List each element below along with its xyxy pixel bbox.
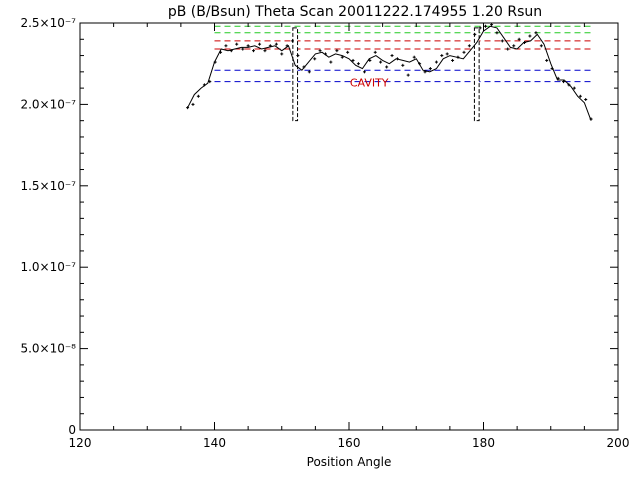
data-point bbox=[362, 70, 366, 74]
data-point bbox=[291, 39, 295, 43]
data-point bbox=[478, 26, 482, 30]
x-tick-label: 160 bbox=[338, 436, 361, 450]
data-point bbox=[340, 55, 344, 59]
data-point bbox=[373, 50, 377, 54]
data-point bbox=[323, 52, 327, 56]
data-point bbox=[268, 44, 272, 48]
data-point bbox=[484, 24, 488, 28]
annotation-0: CAVITY bbox=[350, 76, 389, 89]
y-tick-label: 2.0×10⁻⁷ bbox=[20, 97, 76, 111]
data-point bbox=[495, 31, 499, 35]
x-tick-label: 180 bbox=[472, 436, 495, 450]
data-point bbox=[539, 44, 543, 48]
data-point bbox=[274, 42, 278, 46]
data-point bbox=[401, 63, 405, 67]
data-point bbox=[423, 70, 427, 74]
data-point bbox=[534, 31, 538, 35]
data-point bbox=[545, 58, 549, 62]
x-tick-label: 120 bbox=[69, 436, 92, 450]
data-point bbox=[385, 65, 389, 69]
data-point bbox=[467, 44, 471, 48]
data-point bbox=[572, 86, 576, 90]
data-point bbox=[390, 54, 394, 58]
data-point bbox=[263, 49, 267, 53]
y-tick-label: 2.5×10⁻⁷ bbox=[20, 16, 76, 30]
annotations: CAVITY bbox=[350, 76, 389, 89]
data-point bbox=[346, 50, 350, 54]
data-point bbox=[379, 60, 383, 64]
data-point bbox=[395, 57, 399, 61]
data-point bbox=[235, 42, 239, 46]
data-point bbox=[252, 49, 256, 53]
data-point bbox=[406, 73, 410, 77]
x-axis-label: Position Angle bbox=[307, 455, 392, 469]
data-point bbox=[462, 50, 466, 54]
data-point bbox=[584, 98, 588, 102]
data-point bbox=[241, 47, 245, 51]
data-point bbox=[213, 60, 217, 64]
data-point bbox=[224, 44, 228, 48]
data-point bbox=[589, 117, 593, 121]
data-point bbox=[258, 42, 262, 46]
data-point bbox=[434, 60, 438, 64]
gap-markers bbox=[292, 27, 480, 122]
data-point bbox=[473, 32, 477, 36]
data-point bbox=[302, 65, 306, 69]
data-point bbox=[412, 55, 416, 59]
x-tick-label: 200 bbox=[607, 436, 630, 450]
data-point bbox=[506, 47, 510, 51]
data-point bbox=[562, 80, 566, 84]
data-point bbox=[296, 54, 300, 58]
gap-marker-0 bbox=[292, 27, 299, 122]
data-point bbox=[208, 80, 212, 84]
y-tick-label: 1.5×10⁻⁷ bbox=[20, 179, 76, 193]
y-tick-label: 5.0×10⁻⁸ bbox=[20, 342, 76, 356]
data-point bbox=[528, 34, 532, 38]
y-axis-ticks: 0 5.0×10⁻⁸ 1.0×10⁻⁷ 1.5×10⁻⁷ 2.0×10⁻⁷ 2.5×10⁻… bbox=[20, 16, 618, 437]
data-point bbox=[246, 44, 250, 48]
data-point bbox=[356, 62, 360, 66]
data-point bbox=[490, 23, 494, 27]
data-point bbox=[219, 50, 223, 54]
data-point bbox=[202, 83, 206, 87]
data-point bbox=[451, 58, 455, 62]
data-point bbox=[196, 94, 200, 98]
data-point bbox=[517, 37, 521, 41]
data-point bbox=[550, 67, 554, 71]
chart-title: pB (B/Bsun) Theta Scan 20011222.174955 1… bbox=[168, 4, 542, 20]
data-point bbox=[523, 41, 527, 45]
data-point bbox=[500, 39, 504, 43]
data-point bbox=[191, 102, 195, 106]
data-point bbox=[578, 94, 582, 98]
data-point bbox=[329, 60, 333, 64]
x-tick-label: 140 bbox=[203, 436, 226, 450]
data-point bbox=[313, 57, 317, 61]
y-tick-label: 1.0×10⁻⁷ bbox=[20, 260, 76, 274]
data-point bbox=[285, 44, 289, 48]
data-point bbox=[512, 44, 516, 48]
data-point bbox=[229, 49, 233, 53]
data-point bbox=[418, 62, 422, 66]
data-point bbox=[280, 52, 284, 56]
data-point bbox=[368, 58, 372, 62]
data-point bbox=[440, 54, 444, 58]
data-series bbox=[186, 23, 593, 121]
y-tick-label: 0 bbox=[68, 423, 76, 437]
data-point bbox=[456, 55, 460, 59]
data-point bbox=[567, 83, 571, 87]
reference-lines bbox=[214, 25, 592, 83]
data-point bbox=[351, 58, 355, 62]
data-point bbox=[428, 67, 432, 71]
gap-marker-1 bbox=[473, 27, 480, 122]
data-point bbox=[335, 49, 339, 53]
data-point bbox=[307, 70, 311, 74]
data-point bbox=[556, 76, 560, 80]
data-point bbox=[318, 49, 322, 53]
data-point bbox=[445, 52, 449, 56]
data-point bbox=[186, 106, 190, 110]
x-axis-ticks: 120 140 160 180 200 bbox=[69, 23, 630, 450]
